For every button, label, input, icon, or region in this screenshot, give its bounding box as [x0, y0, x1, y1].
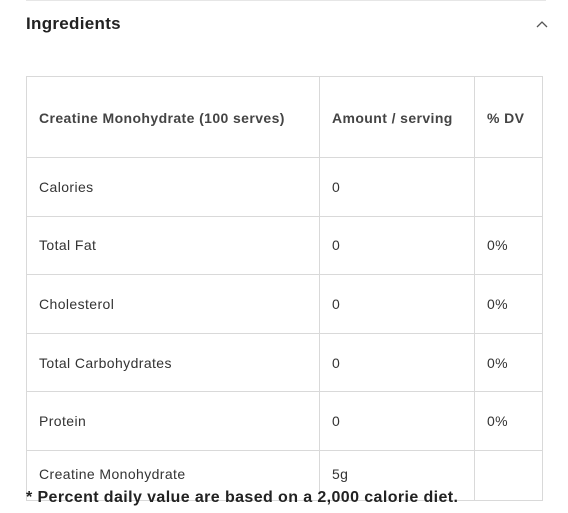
row-name: Protein: [26, 391, 320, 451]
table-row: Calories 0: [26, 157, 543, 217]
table-row: Total Carbohydrates 0 0%: [26, 332, 543, 393]
row-amount: 0: [319, 332, 475, 393]
nutrition-table: Creatine Monohydrate (100 serves) Amount…: [26, 76, 543, 501]
column-header-dv: % DV: [474, 76, 543, 158]
section-divider: [26, 0, 546, 1]
table-row: Total Fat 0 0%: [26, 215, 543, 276]
footnote-text: * Percent daily value are based on a 2,0…: [26, 489, 459, 506]
row-dv: 0%: [474, 391, 543, 451]
row-name: Creatine Monohydrate: [26, 449, 320, 501]
row-name: Calories: [26, 157, 320, 217]
row-amount: 0: [319, 215, 475, 276]
row-amount: 0: [319, 157, 475, 217]
ingredients-accordion-header[interactable]: Ingredients: [26, 0, 550, 48]
table-row: Protein 0 0%: [26, 391, 543, 451]
row-dv: 0%: [474, 215, 543, 276]
row-dv: [474, 449, 543, 501]
row-dv: 0%: [474, 274, 543, 334]
column-header-amount: Amount / serving: [319, 76, 475, 158]
row-amount: 5g: [319, 449, 475, 501]
column-header-product: Creatine Monohydrate (100 serves): [26, 76, 320, 158]
table-header-row: Creatine Monohydrate (100 serves) Amount…: [26, 76, 543, 158]
section-title: Ingredients: [26, 14, 121, 33]
table-row: Cholesterol 0 0%: [26, 274, 543, 334]
row-dv: [474, 157, 543, 217]
row-amount: 0: [319, 391, 475, 451]
chevron-up-icon[interactable]: [534, 16, 550, 32]
row-name: Total Carbohydrates: [26, 332, 320, 393]
table-row: Creatine Monohydrate 5g: [26, 449, 543, 501]
row-name: Cholesterol: [26, 274, 320, 334]
row-name: Total Fat: [26, 215, 320, 276]
row-amount: 0: [319, 274, 475, 334]
row-dv: 0%: [474, 332, 543, 393]
